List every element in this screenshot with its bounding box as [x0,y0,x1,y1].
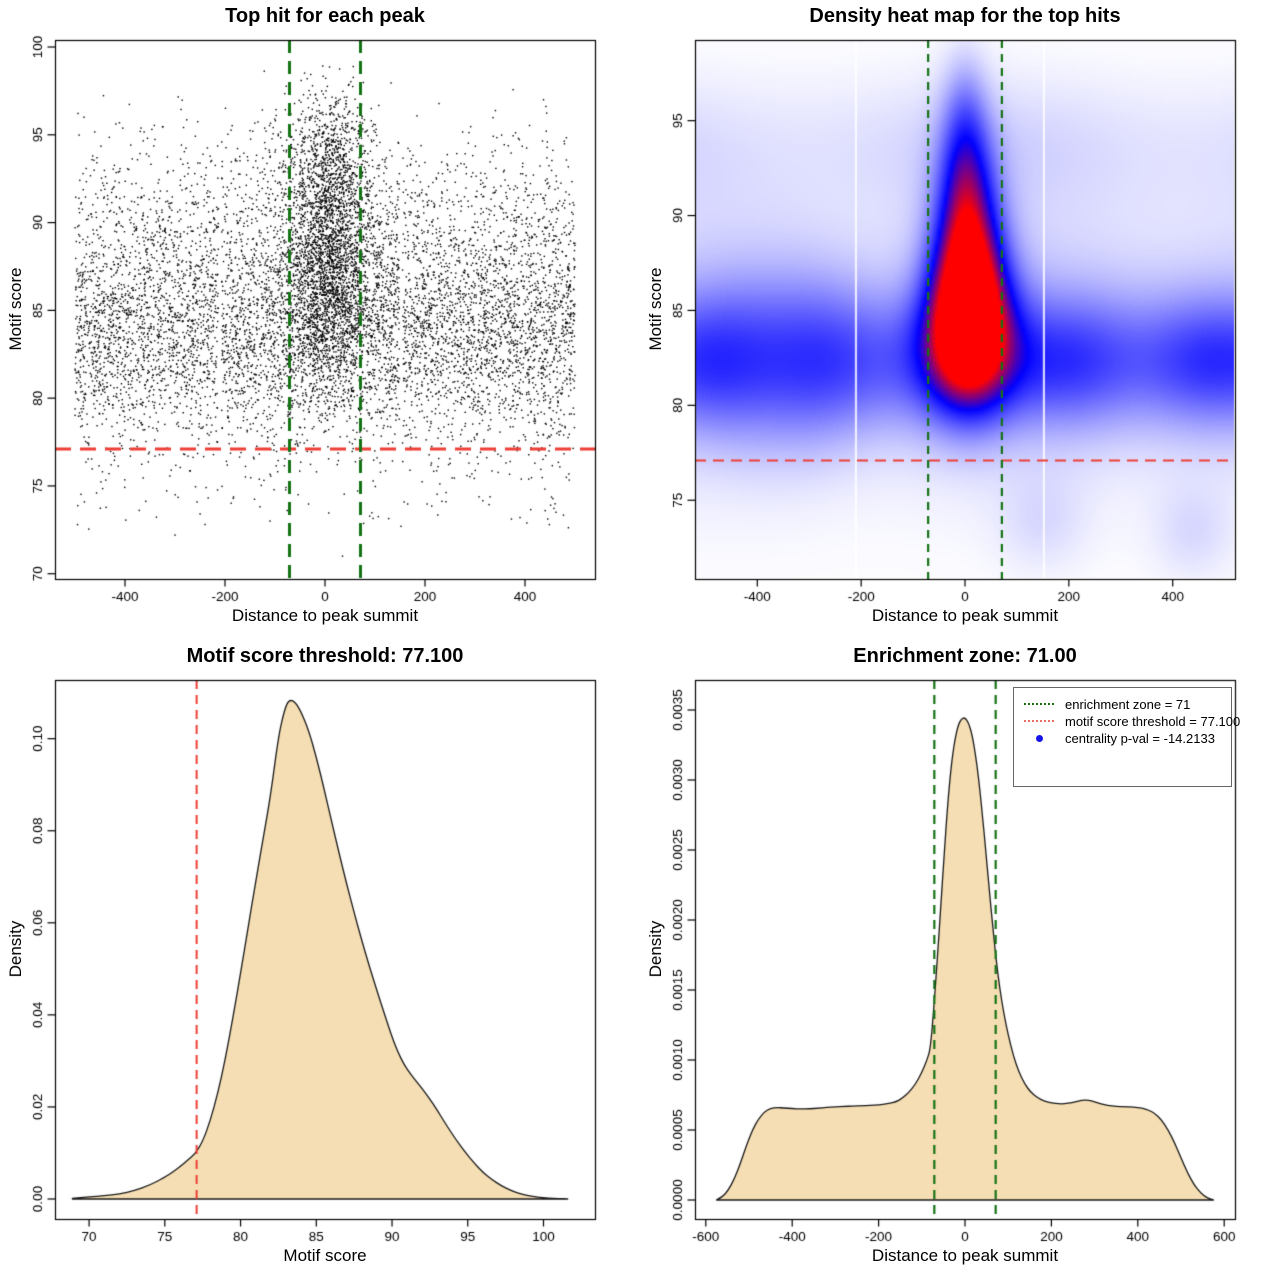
legend-label: centrality p-val = -14.2133 [1065,730,1215,746]
plot-title: Top hit for each peak [225,5,425,27]
plot-title: Enrichment zone: 71.00 [853,645,1077,667]
blue-dot-icon [1024,734,1054,742]
legend-label: enrichment zone = 71 [1065,696,1191,712]
y-axis-label: Motif score [6,267,25,351]
x-axis-label: Distance to peak summit [871,606,1059,625]
red-dotted-line-icon [1024,720,1054,722]
panel-motif-score-density: Motif score threshold: 77.100 Motif scor… [0,640,640,1280]
panel-top-hit-scatter: Top hit for each peak Distance to peak s… [0,0,640,640]
y-axis-label: Density [646,920,665,978]
panel-density-heatmap: Density heat map for the top hits Distan… [640,0,1280,640]
panel-enrichment-zone-density: Enrichment zone: 71.00 Distance to peak … [640,640,1280,1280]
plot-title: Density heat map for the top hits [809,5,1121,27]
legend-label: motif score threshold = 77.100 [1065,713,1241,729]
x-axis-label: Motif score [283,1246,367,1265]
legend-item-enrichment-zone: enrichment zone = 71 [1024,696,1225,712]
y-axis-label: Motif score [646,267,665,351]
y-axis-label: Density [6,920,25,978]
x-axis-label: Distance to peak summit [231,606,419,625]
green-dotted-line-icon [1024,703,1054,705]
legend: enrichment zone = 71 motif score thresho… [1013,687,1240,787]
scatter-plot-canvas [0,0,640,640]
legend-item-centrality-pval: centrality p-val = -14.2133 [1024,730,1225,746]
plot-title: Motif score threshold: 77.100 [186,645,464,667]
legend-item-motif-threshold: motif score threshold = 77.100 [1024,713,1240,729]
heatmap-canvas [640,0,1280,640]
distance-density-canvas [640,640,1280,1280]
motif-density-canvas [0,640,640,1280]
x-axis-label: Distance to peak summit [871,1246,1059,1265]
